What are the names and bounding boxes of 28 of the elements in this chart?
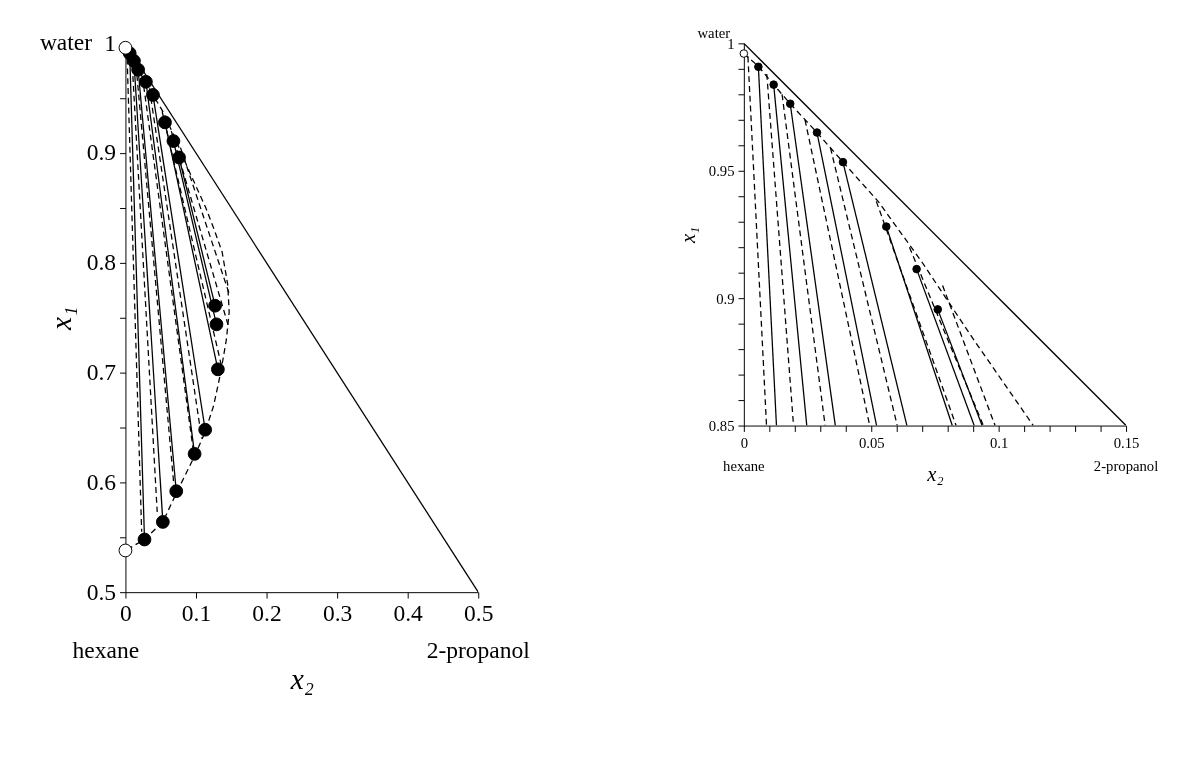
annotation: 2-propanol <box>1093 457 1159 474</box>
y-tick-label: 0.5 <box>86 578 117 605</box>
y-tick-label: 1 <box>104 29 117 56</box>
x-tick-label: 0 <box>740 434 749 451</box>
x-tick-label: 0.5 <box>464 600 494 627</box>
y-tick-label: 0.9 <box>716 290 735 307</box>
x-tick-label: 0 <box>120 600 132 627</box>
x-axis-title: x₂ <box>926 462 944 485</box>
text: hexane <box>72 636 140 663</box>
y-tick-label: 0.8 <box>86 249 117 276</box>
x-tick-label: 0.15 <box>1113 434 1140 451</box>
y-tick-label: 0.7 <box>86 359 117 385</box>
x-axis-title: x₂ <box>289 662 314 695</box>
x-tick-label: 0.2 <box>252 600 282 627</box>
x-tick-label: 0.1 <box>181 600 212 627</box>
x-tick-label: 0.05 <box>858 434 885 451</box>
annotation: 2-propanol <box>426 636 531 663</box>
y-axis-title: x₁ <box>677 226 700 245</box>
y-tick-label: 0.85 <box>708 417 735 434</box>
x-tick-label: 0.3 <box>322 600 353 627</box>
text: hexane <box>723 457 766 474</box>
y-tick-label: 0.9 <box>86 139 117 166</box>
x-tick-label: 0.1 <box>989 434 1009 451</box>
y-tick-label: 0.95 <box>708 163 735 180</box>
x-tick-label: 0.4 <box>393 600 424 627</box>
y-tick-label: 0.6 <box>86 468 117 495</box>
annotation: water <box>39 29 93 56</box>
y-axis-title: x₁ <box>45 306 78 331</box>
